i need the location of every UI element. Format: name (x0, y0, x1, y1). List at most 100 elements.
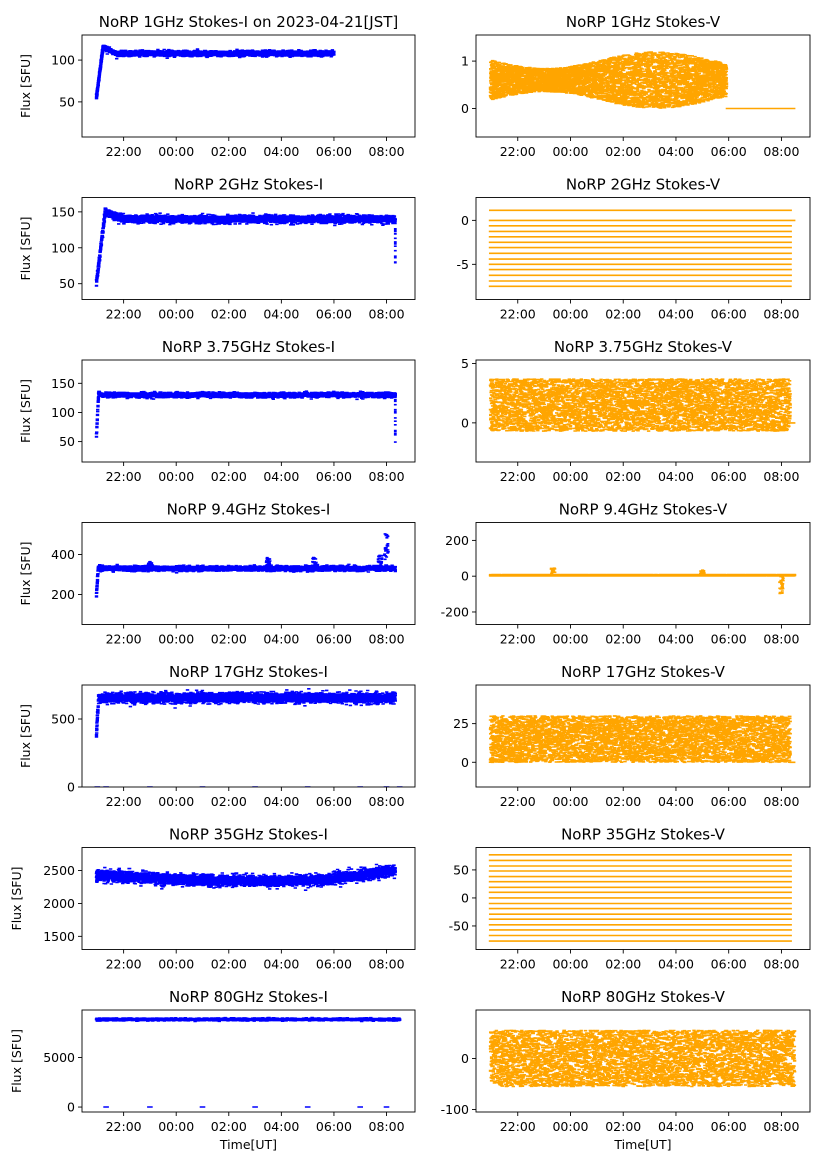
y-tick-label: 50 (59, 434, 75, 449)
x-axis-label: Time[UT] (613, 1137, 671, 1152)
y-tick-label: 25 (453, 716, 469, 731)
x-tick-label: 04:00 (658, 632, 694, 647)
x-tick-label: 02:00 (605, 1119, 641, 1134)
panel-title: NoRP 9.4GHz Stokes-I (167, 501, 331, 519)
x-tick-label: 06:00 (711, 957, 747, 972)
plot-frame (81, 197, 416, 300)
x-tick-label: 00:00 (552, 794, 588, 809)
x-tick-label: 22:00 (500, 632, 536, 647)
panel-375ghz-v: NoRP 3.75GHz Stokes-V 0 5 22:00 00:00 02:00 04… (461, 338, 811, 484)
x-axis-label: Time[UT] (219, 1137, 277, 1152)
plot-frame (475, 684, 811, 788)
series-17ghz-i (94, 688, 403, 787)
panel-title: NoRP 17GHz Stokes-V (561, 663, 726, 681)
panel-title: NoRP 35GHz Stokes-V (561, 826, 726, 844)
plot-frame (475, 359, 811, 463)
x-tick-label: 08:00 (369, 957, 405, 972)
x-tick-label: 22:00 (106, 957, 142, 972)
panel-35ghz-v: NoRP 35GHz Stokes-V -50 0 50 22:00 00:00 02:00… (449, 826, 811, 972)
x-tick-label: 22:00 (500, 957, 536, 972)
x-tick-label: 04:00 (658, 1119, 694, 1134)
x-tick-label: 02:00 (211, 957, 247, 972)
scatter-points (488, 378, 796, 432)
x-tick-label: 22:00 (500, 794, 536, 809)
plot-frame (475, 847, 811, 950)
x-tick-label: 04:00 (658, 469, 694, 484)
panel-94ghz-v: NoRP 9.4GHz Stokes-V -200 0 200 22:00 00:00 02… (441, 501, 811, 647)
x-tick-label: 08:00 (369, 794, 405, 809)
x-tick-label: 02:00 (605, 957, 641, 972)
plot-frame (81, 684, 416, 788)
panel-title: NoRP 1GHz Stokes-V (566, 13, 721, 31)
panel-title: NoRP 35GHz Stokes-I (169, 826, 328, 844)
x-tick-label: 06:00 (711, 632, 747, 647)
series-1ghz-v (488, 51, 796, 110)
x-tick-label: 06:00 (711, 144, 747, 159)
panel-17ghz-v: NoRP 17GHz Stokes-V 0 25 22:00 00:00 02:00 04:… (453, 663, 811, 809)
x-tick-label: 08:00 (369, 469, 405, 484)
x-tick-label: 06:00 (711, 469, 747, 484)
scatter-points (94, 390, 397, 443)
x-tick-label: 00:00 (158, 469, 194, 484)
panel-title: NoRP 17GHz Stokes-I (169, 663, 328, 681)
x-tick-label: 22:00 (106, 144, 142, 159)
x-tick-label: 02:00 (211, 632, 247, 647)
x-tick-label: 06:00 (711, 307, 747, 322)
x-tick-label: 02:00 (211, 144, 247, 159)
y-tick-label: 50 (59, 94, 75, 109)
x-tick-label: 04:00 (263, 1119, 299, 1134)
series-80ghz-i (94, 1016, 402, 1108)
x-tick-label: 06:00 (316, 957, 352, 972)
x-tick-label: 22:00 (500, 144, 536, 159)
panel-1ghz-v: NoRP 1GHz Stokes-V 0 1 22:00 00:00 02:00 04:00… (461, 13, 811, 159)
plot-frame (81, 522, 416, 625)
x-tick-label: 06:00 (711, 1119, 747, 1134)
y-tick-label: 0 (461, 1051, 469, 1066)
panel-title: NoRP 9.4GHz Stokes-V (559, 501, 728, 519)
x-tick-label: 06:00 (711, 794, 747, 809)
panel-35ghz-i: NoRP 35GHz Stokes-I Flux [SFU] 1500 2000 250… (9, 826, 416, 972)
x-tick-label: 22:00 (106, 307, 142, 322)
scatter-points (488, 567, 797, 595)
series-35ghz-v (488, 854, 792, 942)
x-tick-label: 04:00 (263, 307, 299, 322)
x-tick-label: 04:00 (658, 957, 694, 972)
scatter-points (488, 715, 796, 764)
y-tick-label: -50 (449, 918, 469, 933)
x-tick-label: 22:00 (106, 469, 142, 484)
y-tick-label: 2000 (43, 896, 75, 911)
x-tick-label: 22:00 (106, 632, 142, 647)
series-1ghz-i (94, 44, 336, 100)
y-axis-label: Flux [SFU] (9, 1029, 24, 1093)
y-tick-label: 0 (67, 1100, 75, 1115)
x-tick-label: 06:00 (316, 1119, 352, 1134)
x-tick-label: 06:00 (316, 307, 352, 322)
x-tick-label: 00:00 (158, 1119, 194, 1134)
panel-375ghz-i: NoRP 3.75GHz Stokes-I Flux [SFU] 50 100 150 2… (18, 338, 416, 484)
plot-frame (475, 197, 811, 300)
y-tick-label: -100 (441, 1102, 469, 1117)
y-tick-label: 0 (461, 213, 469, 228)
panel-title: NoRP 3.75GHz Stokes-I (162, 338, 335, 356)
y-tick-label: 100 (51, 240, 75, 255)
x-tick-label: 04:00 (263, 632, 299, 647)
x-tick-label: 22:00 (500, 307, 536, 322)
scatter-points (94, 44, 336, 100)
panel-title: NoRP 2GHz Stokes-V (566, 176, 721, 194)
x-tick-label: 02:00 (211, 469, 247, 484)
x-tick-label: 00:00 (552, 632, 588, 647)
scatter-points (488, 854, 792, 942)
x-tick-label: 06:00 (316, 794, 352, 809)
y-tick-label: 0 (461, 101, 469, 116)
x-tick-label: 08:00 (763, 794, 799, 809)
x-tick-label: 22:00 (106, 1119, 142, 1134)
x-tick-label: 06:00 (316, 144, 352, 159)
scatter-points (94, 1016, 402, 1108)
x-tick-label: 00:00 (158, 794, 194, 809)
x-tick-label: 02:00 (605, 469, 641, 484)
x-tick-label: 04:00 (658, 144, 694, 159)
panel-2ghz-i: NoRP 2GHz Stokes-I Flux [SFU] 50 100 150 22:0… (18, 176, 416, 322)
panel-1ghz-i: NoRP 1GHz Stokes-I on 2023-04-21[JST] Flu… (18, 13, 416, 159)
scatter-points (488, 1029, 797, 1088)
